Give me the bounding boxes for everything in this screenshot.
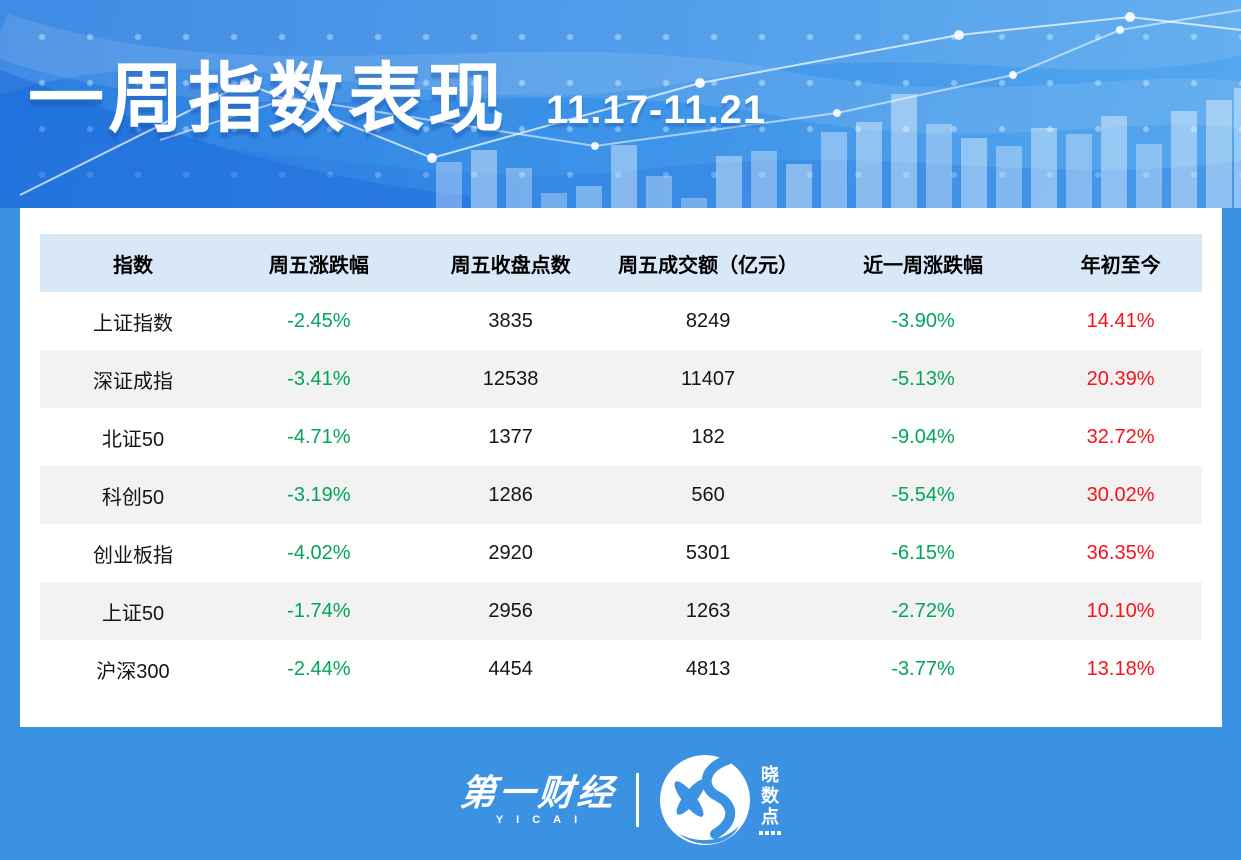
table-row: 沪深300 -2.44% 4454 4813 -3.77% 13.18% bbox=[40, 640, 1202, 698]
friday-close-points: 3835 bbox=[488, 309, 533, 332]
table-row: 北证50 -4.71% 1377 182 -9.04% 32.72% bbox=[40, 408, 1202, 466]
friday-change: -3.41% bbox=[287, 367, 351, 390]
xiaoshudian-circle-icon bbox=[660, 755, 750, 845]
xsd-char: 数 bbox=[761, 785, 779, 806]
page-title: 一周指数表现 bbox=[28, 57, 508, 142]
xiaoshudian-logo: 晓 数 点 bbox=[659, 754, 781, 846]
ytd-change: 14.41% bbox=[1086, 309, 1155, 332]
friday-change: -2.44% bbox=[287, 657, 351, 680]
banner-content: 一周指数表现 11.17-11.21 bbox=[28, 62, 766, 138]
ytd-change: 13.18% bbox=[1086, 657, 1155, 680]
friday-turnover: 560 bbox=[691, 483, 725, 506]
friday-turnover: 11407 bbox=[681, 367, 736, 390]
week-change: -3.77% bbox=[891, 657, 955, 680]
column-header: 年初至今 bbox=[1080, 254, 1161, 277]
friday-change: -3.19% bbox=[287, 483, 351, 506]
ytd-change: 30.02% bbox=[1086, 483, 1155, 506]
column-header: 周五涨跌幅 bbox=[268, 254, 369, 277]
banner-bars-decoration bbox=[436, 88, 1241, 208]
friday-close-points: 1286 bbox=[488, 483, 533, 506]
week-change: -5.54% bbox=[891, 483, 955, 506]
table-body: 上证指数 -2.45% 3835 8249 -3.90% 14.41% 深证成指 -3.41%… bbox=[40, 292, 1202, 698]
table-card: 指数 周五涨跌幅 周五收盘点数 周五成交额（亿元） 近一周涨跌幅 年初至今 上证指数 -2.… bbox=[20, 208, 1222, 727]
index-name: 深证成指 bbox=[92, 370, 173, 393]
ytd-change: 20.39% bbox=[1086, 367, 1155, 390]
xsd-char: 晓 bbox=[761, 764, 779, 785]
friday-close-points: 12538 bbox=[482, 367, 539, 390]
ytd-change: 10.10% bbox=[1086, 599, 1155, 622]
column-header: 指数 bbox=[112, 254, 153, 277]
friday-close-points: 2920 bbox=[488, 541, 533, 564]
footer-logos: 第一财经 YICAI 晓 数 点 bbox=[0, 748, 1241, 852]
index-name: 北证50 bbox=[101, 428, 165, 451]
table-row: 深证成指 -3.41% 12538 11407 -5.13% 20.39% bbox=[40, 350, 1202, 408]
performance-table: 指数 周五涨跌幅 周五收盘点数 周五成交额（亿元） 近一周涨跌幅 年初至今 上证指数 -2.… bbox=[40, 234, 1202, 698]
table-row: 科创50 -3.19% 1286 560 -5.54% 30.02% bbox=[40, 466, 1202, 524]
ytd-change: 36.35% bbox=[1086, 541, 1155, 564]
friday-change: -2.45% bbox=[287, 309, 351, 332]
week-change: -5.13% bbox=[891, 367, 955, 390]
table-row: 上证指数 -2.45% 3835 8249 -3.90% 14.41% bbox=[40, 292, 1202, 350]
index-name: 科创50 bbox=[101, 486, 165, 509]
friday-turnover: 8249 bbox=[685, 309, 731, 332]
index-name: 创业板指 bbox=[92, 544, 173, 567]
column-header: 周五成交额（亿元） bbox=[618, 254, 799, 277]
friday-turnover: 5301 bbox=[685, 541, 731, 564]
index-name: 上证指数 bbox=[92, 312, 173, 335]
friday-turnover: 1263 bbox=[685, 599, 731, 622]
index-name: 上证50 bbox=[101, 602, 165, 625]
week-change: -9.04% bbox=[891, 425, 955, 448]
ytd-change: 32.72% bbox=[1086, 425, 1155, 448]
xsd-char: 点 bbox=[761, 806, 779, 827]
friday-change: -1.74% bbox=[287, 599, 351, 622]
yicai-logo-subtext: YICAI bbox=[495, 813, 591, 826]
week-change: -3.90% bbox=[891, 309, 955, 332]
friday-turnover: 4813 bbox=[685, 657, 731, 680]
xiaoshudian-logo-text: 晓 数 点 bbox=[759, 766, 781, 835]
friday-turnover: 182 bbox=[691, 425, 725, 448]
logo-divider bbox=[636, 773, 639, 827]
column-header: 周五收盘点数 bbox=[450, 254, 571, 277]
index-name: 沪深300 bbox=[96, 660, 170, 683]
yicai-logo: 第一财经 YICAI bbox=[458, 771, 618, 826]
date-range: 11.17-11.21 bbox=[546, 88, 767, 132]
week-change: -6.15% bbox=[891, 541, 955, 564]
friday-change: -4.02% bbox=[287, 541, 351, 564]
yicai-logo-text: 第一财经 bbox=[458, 771, 618, 813]
friday-close-points: 4454 bbox=[488, 657, 533, 680]
column-header: 近一周涨跌幅 bbox=[863, 254, 984, 277]
table-row: 创业板指 -4.02% 2920 5301 -6.15% 36.35% bbox=[40, 524, 1202, 582]
banner-wave-decoration bbox=[0, 0, 1241, 208]
table-row: 上证50 -1.74% 2956 1263 -2.72% 10.10% bbox=[40, 582, 1202, 640]
friday-close-points: 1377 bbox=[488, 425, 533, 448]
table-header-row: 指数 周五涨跌幅 周五收盘点数 周五成交额（亿元） 近一周涨跌幅 年初至今 bbox=[40, 234, 1202, 292]
banner-lines-decoration bbox=[19, 9, 1241, 196]
friday-close-points: 2956 bbox=[488, 599, 533, 622]
header-banner: 一周指数表现 11.17-11.21 bbox=[0, 0, 1241, 208]
xsd-dots-decoration bbox=[759, 830, 781, 835]
friday-change: -4.71% bbox=[287, 425, 351, 448]
week-change: -2.72% bbox=[891, 599, 955, 622]
